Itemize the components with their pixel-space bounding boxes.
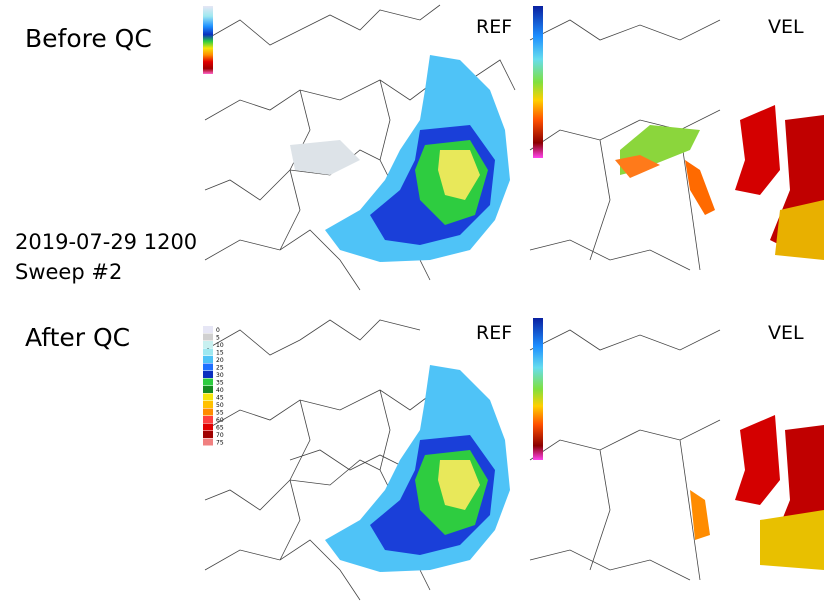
legend-label: 75 [216,440,224,447]
legend-swatch [203,393,213,401]
legend-swatch [203,363,213,371]
legend-label: 65 [216,425,224,432]
legend-label: 50 [216,402,224,409]
legend-label: 45 [216,395,224,402]
map-borders [204,319,721,601]
map-borders [204,4,721,291]
legend-swatch [203,408,213,416]
legend-swatch [203,401,213,408]
legend-swatch [203,431,213,438]
legend-swatch [203,348,213,356]
legend-label: 60 [216,417,224,424]
legend-label: 70 [216,432,224,439]
vel-title: VEL [768,322,804,344]
panel-label: Before QC [25,24,152,53]
legend-swatch [203,386,213,393]
legend-label: 30 [216,372,224,379]
legend-label: 10 [216,342,224,349]
vel-colorbar [533,6,543,158]
legend-swatch [203,378,213,386]
legend-swatch [203,416,213,423]
legend-label: 40 [216,387,224,394]
legend-swatch [203,371,213,378]
legend-label: 15 [216,350,224,357]
datetime: 2019-07-29 1200 [15,230,198,254]
legend-swatch [203,341,213,348]
vel-colorbar [533,318,543,460]
vel-echo [615,105,824,260]
ref-echo [325,365,510,572]
vel-echo [690,415,824,570]
sweep: Sweep #2 [15,260,123,284]
legend-label: 25 [216,365,224,372]
ref-echo [290,55,510,262]
vel-title: VEL [768,16,804,38]
legend-swatch [203,423,213,431]
ref-colorbar [203,6,213,74]
legend-label: 20 [216,357,224,364]
legend-swatch [203,333,213,341]
legend-swatch [203,438,213,446]
legend-label: 5 [216,335,220,342]
legend-label: 35 [216,380,224,387]
ref-title: REF [476,16,513,38]
legend-swatch [203,326,213,333]
legend-swatch [203,356,213,363]
panel-label: After QC [25,323,131,352]
legend-label: 0 [216,327,220,334]
legend-label: 55 [216,410,224,417]
ref-title: REF [476,322,513,344]
